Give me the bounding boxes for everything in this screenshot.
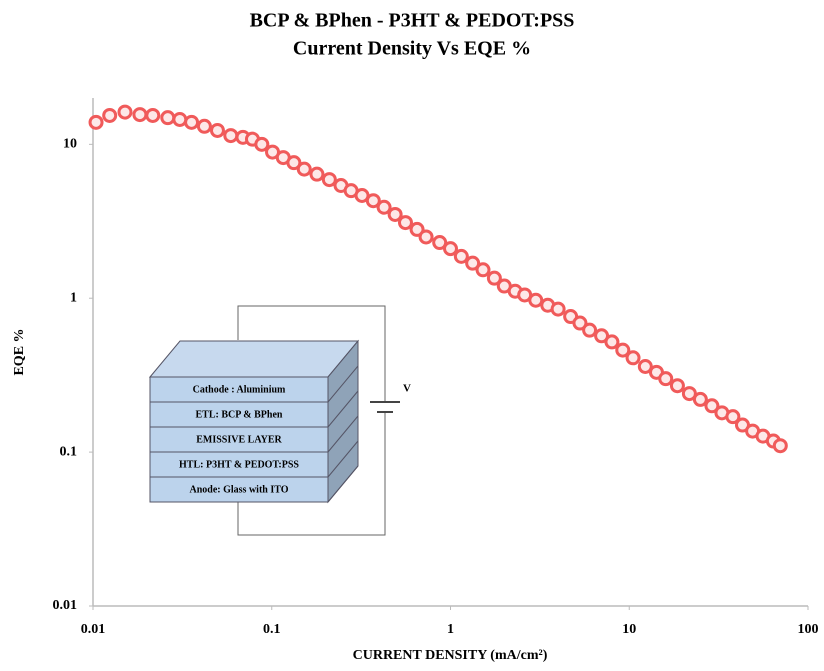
y-tick-label: 0.1 [60, 444, 78, 459]
voltage-label: V [403, 383, 411, 395]
stack-top [150, 341, 358, 377]
data-point [323, 174, 335, 186]
data-point [198, 120, 210, 132]
data-point [174, 113, 186, 125]
x-tick-label: 0.01 [81, 622, 106, 637]
y-tick-label: 0.01 [53, 598, 78, 613]
data-point [606, 336, 618, 348]
data-point [104, 109, 116, 121]
data-point [445, 243, 457, 255]
data-point [694, 393, 706, 405]
x-axis-label: CURRENT DENSITY (mA/cm²) [353, 648, 548, 663]
data-point [530, 294, 542, 306]
data-point [477, 264, 489, 276]
device-layer-label: Cathode : Aluminium [193, 384, 286, 395]
data-point [186, 116, 198, 128]
data-point [455, 250, 467, 262]
device-layer-label: Anode: Glass with ITO [189, 484, 288, 495]
data-point [584, 324, 596, 336]
device-layer-label: EMISSIVE LAYER [196, 434, 282, 445]
x-tick-label: 1 [447, 622, 454, 637]
device-layer-label: HTL: P3HT & PEDOT:PSS [179, 459, 299, 470]
x-tick-label: 0.1 [263, 622, 281, 637]
data-point [671, 380, 683, 392]
y-tick-label: 10 [63, 137, 77, 152]
data-point [162, 112, 174, 124]
data-point [298, 163, 310, 175]
chart-subtitle: Current Density Vs EQE % [293, 38, 531, 60]
x-tick-label: 10 [622, 622, 636, 637]
data-point [90, 116, 102, 128]
data-point [311, 168, 323, 180]
chart: BCP & BPhen - P3HT & PEDOT:PSS Current D… [0, 0, 824, 666]
y-axis-label: EQE % [12, 328, 27, 375]
device-layer-label: ETL: BCP & BPhen [196, 409, 283, 420]
device-inset: V Cathode : Aluminium ETL: BCP & BPhen EMI… [150, 306, 411, 535]
data-point [211, 124, 223, 136]
chart-title: BCP & BPhen - P3HT & PEDOT:PSS [250, 10, 575, 32]
data-point [774, 440, 786, 452]
data-point [147, 109, 159, 121]
data-point [399, 217, 411, 229]
data-point [420, 231, 432, 243]
data-point [225, 130, 237, 142]
y-tick-label: 1 [70, 290, 77, 305]
x-tick-label: 100 [798, 622, 819, 637]
data-point [552, 303, 564, 315]
data-point [134, 109, 146, 121]
data-point [627, 352, 639, 364]
data-point [660, 373, 672, 385]
data-point [119, 106, 131, 118]
